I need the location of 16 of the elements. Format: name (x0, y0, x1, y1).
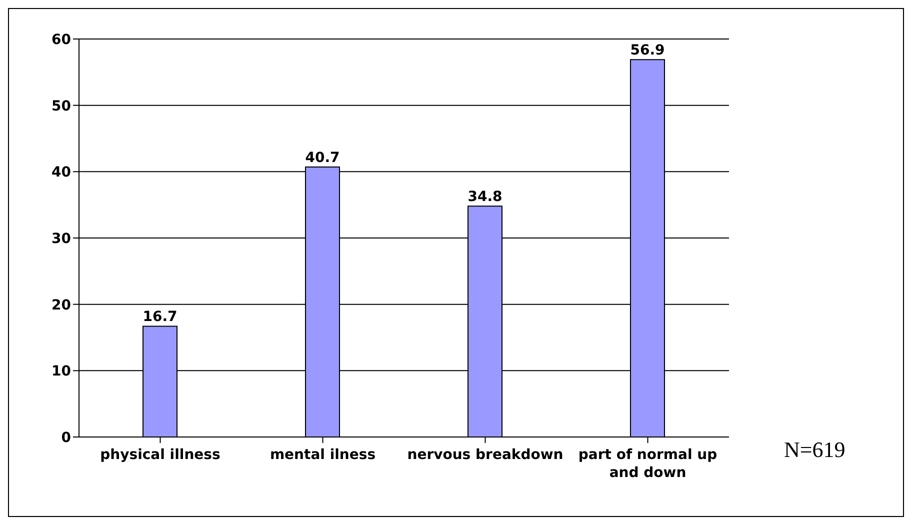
data-label: 34.8 (468, 189, 502, 206)
y-tick-label: 50 (52, 98, 72, 114)
text: N=619 (784, 437, 846, 463)
y-tick-label: 40 (52, 164, 72, 181)
x-tick-label: part of normal up and down (578, 447, 718, 481)
data-label: 40.7 (305, 150, 340, 166)
data-label: 56.9 (630, 42, 665, 59)
data-label: 16.7 (142, 309, 178, 326)
y-tick-label: 30 (52, 230, 72, 247)
x-tick-label: nervous breakdown (407, 447, 564, 463)
x-tick-label: mental ilness (270, 447, 376, 463)
y-tick-label: 10 (52, 364, 72, 380)
x-tick-label: physical illness (100, 447, 220, 463)
y-tick-label: 60 (52, 32, 72, 48)
y-tick-label: 0 (61, 430, 72, 446)
y-tick-label: 20 (52, 297, 72, 314)
